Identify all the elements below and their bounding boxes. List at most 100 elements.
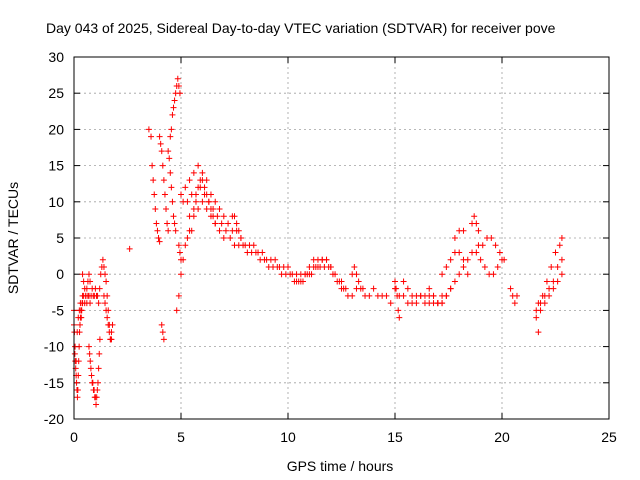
data-point	[161, 191, 168, 198]
data-point	[400, 278, 407, 285]
data-point	[546, 285, 553, 292]
data-point	[158, 148, 165, 155]
data-point	[175, 292, 182, 299]
data-point	[174, 75, 181, 82]
data-point	[323, 256, 330, 263]
data-point	[306, 271, 313, 278]
data-point	[155, 235, 162, 241]
data-point	[261, 256, 268, 263]
data-point	[537, 307, 544, 314]
data-point	[176, 90, 183, 97]
data-point	[156, 133, 163, 140]
data-point	[156, 238, 163, 245]
data-point	[359, 285, 366, 292]
data-point	[207, 213, 214, 220]
data-point	[272, 256, 279, 263]
y-tick-label: 15	[48, 158, 64, 174]
data-point	[86, 350, 93, 357]
data-point	[274, 263, 281, 270]
data-point	[87, 358, 94, 365]
data-point	[170, 213, 177, 220]
data-point	[102, 271, 109, 278]
data-point	[413, 300, 420, 307]
data-point	[558, 256, 565, 263]
data-point	[108, 336, 115, 343]
data-point	[443, 292, 450, 299]
data-point	[329, 271, 336, 278]
data-point	[99, 256, 106, 263]
data-point	[159, 329, 166, 336]
data-point	[88, 372, 95, 379]
chart-title: Day 043 of 2025, Sidereal Day-to-day VTE…	[46, 20, 556, 36]
x-tick-label: 20	[494, 429, 510, 445]
data-point	[184, 198, 191, 205]
data-point	[400, 292, 407, 299]
data-point	[100, 292, 107, 299]
data-point	[153, 220, 160, 227]
data-point	[103, 278, 110, 285]
data-point	[537, 300, 544, 307]
data-point	[149, 162, 156, 169]
data-point	[195, 206, 202, 213]
data-point	[396, 314, 403, 321]
data-point	[447, 285, 454, 292]
data-point	[490, 271, 497, 278]
data-point	[126, 245, 133, 252]
data-point	[94, 387, 101, 394]
data-point	[168, 184, 175, 191]
data-point	[218, 220, 225, 227]
data-point	[87, 278, 94, 285]
data-point	[366, 292, 373, 299]
data-point	[430, 292, 437, 299]
data-point	[203, 206, 210, 213]
data-point	[212, 198, 219, 205]
data-point	[404, 285, 411, 292]
data-point	[355, 278, 362, 285]
data-point	[314, 263, 321, 270]
data-point	[220, 213, 227, 220]
x-tick-label: 0	[70, 429, 78, 445]
grid-lines	[74, 57, 609, 419]
data-point	[169, 111, 176, 118]
data-point	[456, 249, 463, 256]
data-point	[439, 271, 446, 278]
data-point	[85, 343, 92, 350]
data-point	[157, 140, 164, 147]
data-point	[471, 213, 478, 220]
data-point	[75, 358, 82, 365]
data-point	[154, 227, 161, 234]
data-point	[167, 169, 174, 176]
data-point	[93, 401, 100, 408]
y-tick-label: 20	[48, 121, 64, 137]
x-axis-label: GPS time / hours	[287, 458, 394, 474]
data-point	[76, 343, 83, 350]
y-tick-label: 0	[56, 266, 64, 282]
data-point	[158, 321, 165, 328]
data-point	[488, 235, 495, 241]
data-point	[169, 198, 176, 205]
data-point	[192, 191, 199, 198]
data-point	[164, 220, 171, 227]
data-point	[87, 365, 94, 372]
data-point	[240, 242, 247, 249]
data-point	[199, 198, 206, 205]
data-point	[104, 314, 111, 321]
data-point	[370, 285, 377, 292]
data-point	[338, 278, 345, 285]
data-point	[235, 227, 242, 234]
x-tick-label: 10	[280, 429, 296, 445]
data-point	[93, 394, 100, 401]
y-tick-label: -15	[44, 375, 64, 391]
data-point	[165, 148, 172, 155]
data-point	[203, 191, 210, 198]
data-point	[220, 235, 227, 241]
data-point	[216, 206, 223, 213]
data-point	[392, 278, 398, 285]
data-point	[287, 271, 294, 278]
data-point	[186, 177, 193, 184]
x-tick-label: 15	[387, 429, 403, 445]
data-point	[511, 300, 518, 307]
data-point	[464, 256, 471, 263]
data-point	[533, 314, 540, 321]
